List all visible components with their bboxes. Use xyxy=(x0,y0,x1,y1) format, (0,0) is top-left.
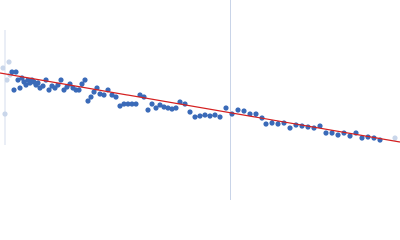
point xyxy=(23,82,29,88)
point xyxy=(169,106,175,112)
point xyxy=(46,87,52,93)
point xyxy=(15,77,21,83)
point xyxy=(269,120,275,126)
point xyxy=(192,114,198,120)
point xyxy=(6,59,12,65)
point xyxy=(145,107,151,113)
point xyxy=(263,121,269,127)
point xyxy=(149,101,155,107)
point xyxy=(9,69,15,75)
point xyxy=(187,109,193,115)
point xyxy=(91,89,97,95)
point xyxy=(101,92,107,98)
point xyxy=(329,130,335,136)
point xyxy=(4,77,10,83)
point xyxy=(79,81,85,87)
point xyxy=(109,92,115,98)
point xyxy=(2,111,8,117)
point xyxy=(317,123,323,129)
point xyxy=(275,121,281,127)
point xyxy=(235,107,241,113)
fit-line xyxy=(0,72,400,143)
point xyxy=(165,105,171,111)
point xyxy=(88,94,94,100)
point xyxy=(85,98,91,104)
point xyxy=(392,135,398,141)
point xyxy=(153,105,159,111)
point xyxy=(97,91,103,97)
point xyxy=(223,105,229,111)
point xyxy=(212,112,218,118)
point xyxy=(359,135,365,141)
point xyxy=(207,113,213,119)
point xyxy=(40,83,46,89)
point xyxy=(323,130,329,136)
point xyxy=(121,101,127,107)
point xyxy=(347,133,353,139)
point xyxy=(161,104,167,110)
point xyxy=(113,94,119,100)
point xyxy=(241,108,247,114)
point xyxy=(253,111,259,117)
point xyxy=(129,101,135,107)
point xyxy=(35,80,41,86)
point xyxy=(117,103,123,109)
page: {"chart_data": {"type": "scatter", "xlim… xyxy=(0,0,400,200)
point xyxy=(0,65,6,71)
point xyxy=(76,87,82,93)
point xyxy=(13,69,19,75)
point xyxy=(125,101,131,107)
point xyxy=(58,77,64,83)
point xyxy=(11,87,17,93)
point xyxy=(137,92,143,98)
point xyxy=(82,77,88,83)
point xyxy=(217,114,223,120)
chart xyxy=(0,0,400,200)
point xyxy=(157,102,163,108)
point xyxy=(335,132,341,138)
point xyxy=(173,105,179,111)
point xyxy=(287,125,293,131)
point xyxy=(133,101,139,107)
point xyxy=(197,113,203,119)
point xyxy=(17,85,23,91)
point xyxy=(202,112,208,118)
